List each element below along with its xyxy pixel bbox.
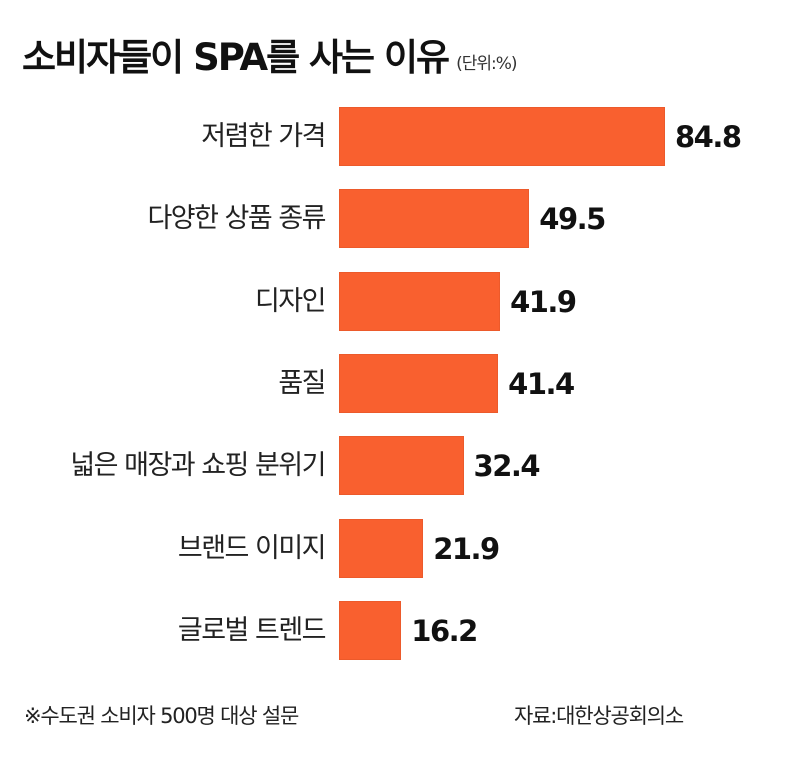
category-label: 품질 xyxy=(278,367,326,399)
bar xyxy=(339,518,424,578)
bar-row: 저렴한 가격 84.8 xyxy=(0,107,785,167)
category-label: 디자인 xyxy=(254,285,327,317)
survey-note: ※수도권 소비자 500명 대상 설문 xyxy=(24,704,299,728)
value-label: 41.4 xyxy=(508,366,575,401)
source-label: 자료:대한상공회의소 xyxy=(514,704,684,728)
bar xyxy=(339,107,665,166)
bar xyxy=(339,436,464,496)
value-label: 49.5 xyxy=(539,202,606,237)
category-label: 글로벌 트렌드 xyxy=(177,614,327,646)
bar-row: 디자인 41.9 xyxy=(0,271,785,332)
unit-label: (단위:%) xyxy=(456,54,517,74)
bar xyxy=(339,600,402,660)
chart-title-row: 소비자들이 SPA를 사는 이유 (단위:%) xyxy=(22,36,518,80)
value-label: 84.8 xyxy=(675,120,742,154)
chart-title: 소비자들이 SPA를 사는 이유 xyxy=(22,36,450,79)
bar-row: 글로벌 트렌드 16.2 xyxy=(0,600,785,661)
value-label: 21.9 xyxy=(433,531,500,566)
value-label: 16.2 xyxy=(411,613,478,648)
bar-chart: 저렴한 가격 84.8 다양한 상품 종류 49.5 디자인 41.9 품질 41.4 넓은 매… xyxy=(0,107,785,661)
bar-row: 다양한 상품 종류 49.5 xyxy=(0,189,785,249)
category-label: 브랜드 이미지 xyxy=(177,532,327,564)
bar-row: 품질 41.4 xyxy=(0,353,785,414)
bar xyxy=(339,189,530,249)
bar xyxy=(339,353,499,413)
bar-row: 브랜드 이미지 21.9 xyxy=(0,518,785,579)
value-label: 41.9 xyxy=(510,284,577,319)
bar-row: 넓은 매장과 쇼핑 분위기 32.4 xyxy=(0,436,785,496)
category-label: 넓은 매장과 쇼핑 분위기 xyxy=(70,450,326,482)
category-label: 다양한 상품 종류 xyxy=(147,203,326,235)
bar xyxy=(339,271,501,331)
category-label: 저렴한 가격 xyxy=(201,121,326,152)
value-label: 32.4 xyxy=(473,449,541,484)
